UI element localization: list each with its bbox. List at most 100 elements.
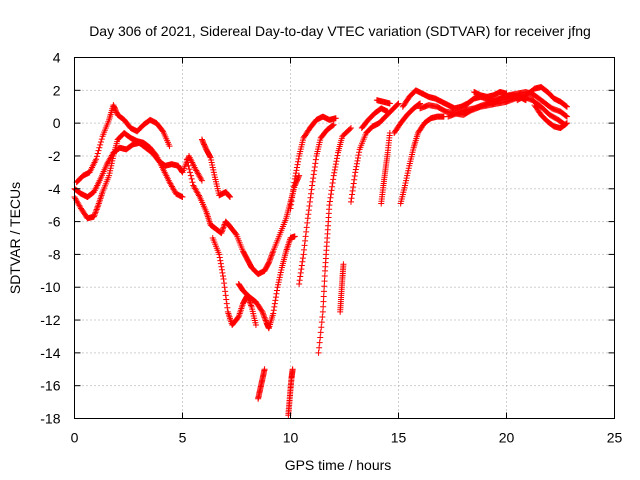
data-point [295, 173, 302, 180]
data-point [198, 177, 205, 184]
y-tick-label: 4 [53, 50, 61, 66]
data-point [296, 280, 303, 287]
data-point [219, 269, 226, 276]
data-point [563, 120, 570, 127]
data-point [220, 224, 227, 231]
data-point [329, 122, 336, 129]
data-point [259, 308, 266, 315]
data-point [187, 169, 194, 176]
data-point [394, 101, 401, 108]
data-point [272, 297, 279, 304]
data-point [221, 222, 228, 229]
data-point [268, 253, 275, 260]
data-point [316, 344, 323, 351]
y-tick-label: -6 [48, 214, 61, 230]
data-point [416, 101, 423, 108]
data-point [328, 191, 334, 198]
data-point [317, 334, 324, 341]
data-point [320, 303, 327, 310]
data-point [94, 205, 101, 212]
data-point [326, 202, 333, 209]
data-point [331, 166, 338, 173]
data-point [348, 195, 355, 202]
x-tick-label: 20 [499, 430, 515, 446]
data-point [97, 139, 104, 146]
data-point [266, 258, 273, 265]
data-point [302, 233, 309, 240]
data-point [326, 198, 333, 205]
data-point [301, 246, 307, 253]
data-point [93, 206, 100, 213]
data-point [92, 210, 99, 217]
data-point [93, 153, 100, 160]
data-point [332, 115, 339, 122]
data-point [260, 311, 267, 318]
data-point [269, 250, 276, 257]
data-point [97, 141, 104, 148]
data-point [217, 257, 224, 264]
data-point [350, 180, 357, 187]
x-tick-label: 15 [391, 430, 407, 446]
data-point [95, 147, 102, 154]
data-point [224, 304, 231, 311]
series-track-25 [531, 102, 570, 132]
data-point [219, 227, 226, 234]
series-track-13 [337, 261, 347, 315]
data-point [288, 198, 295, 205]
data-point [270, 310, 277, 317]
data-point [92, 209, 99, 216]
data-point [94, 150, 101, 157]
data-point [321, 272, 328, 279]
data-point [299, 258, 306, 265]
data-point [220, 225, 226, 232]
data-point [198, 176, 205, 183]
data-point [221, 284, 228, 291]
data-point [292, 173, 299, 180]
data-point [346, 126, 353, 133]
data-point [347, 198, 354, 205]
data-point [317, 329, 324, 336]
series-track-18 [397, 113, 447, 207]
series-track-8 [255, 366, 268, 402]
data-point [261, 366, 268, 373]
data-point [166, 143, 173, 150]
series-track-19 [391, 100, 424, 136]
chart-title: Day 306 of 2021, Sidereal Day-to-day VTE… [89, 23, 591, 39]
data-point [216, 251, 223, 258]
data-point [184, 159, 191, 166]
data-point [316, 339, 323, 346]
data-point [225, 192, 232, 199]
series-track-24 [514, 84, 570, 110]
data-point [330, 176, 337, 183]
data-point [295, 155, 302, 162]
data-point [223, 296, 230, 303]
data-point [217, 260, 224, 267]
data-point [308, 190, 315, 197]
data-point [351, 176, 358, 183]
data-point [185, 162, 192, 169]
data-point [301, 242, 308, 249]
data-point [227, 193, 234, 200]
data-point [353, 160, 360, 167]
data-point [340, 261, 347, 268]
data-point [218, 228, 225, 235]
series-track-14 [347, 100, 402, 205]
data-point [262, 316, 269, 323]
series-track-2 [73, 102, 173, 186]
data-point [295, 158, 302, 165]
data-point [226, 193, 233, 200]
data-point [349, 187, 356, 194]
data-point [296, 277, 303, 284]
data-point [307, 194, 314, 201]
data-point [303, 228, 310, 235]
y-tick-label: -4 [48, 181, 61, 197]
data-point [318, 324, 325, 331]
data-point [207, 153, 214, 160]
data-point [273, 290, 280, 297]
data-point [265, 259, 272, 266]
data-point [269, 249, 276, 256]
y-tick-label: -8 [48, 246, 61, 262]
y-tick-label: -12 [40, 312, 60, 328]
data-point [93, 207, 100, 214]
data-point [331, 169, 338, 176]
